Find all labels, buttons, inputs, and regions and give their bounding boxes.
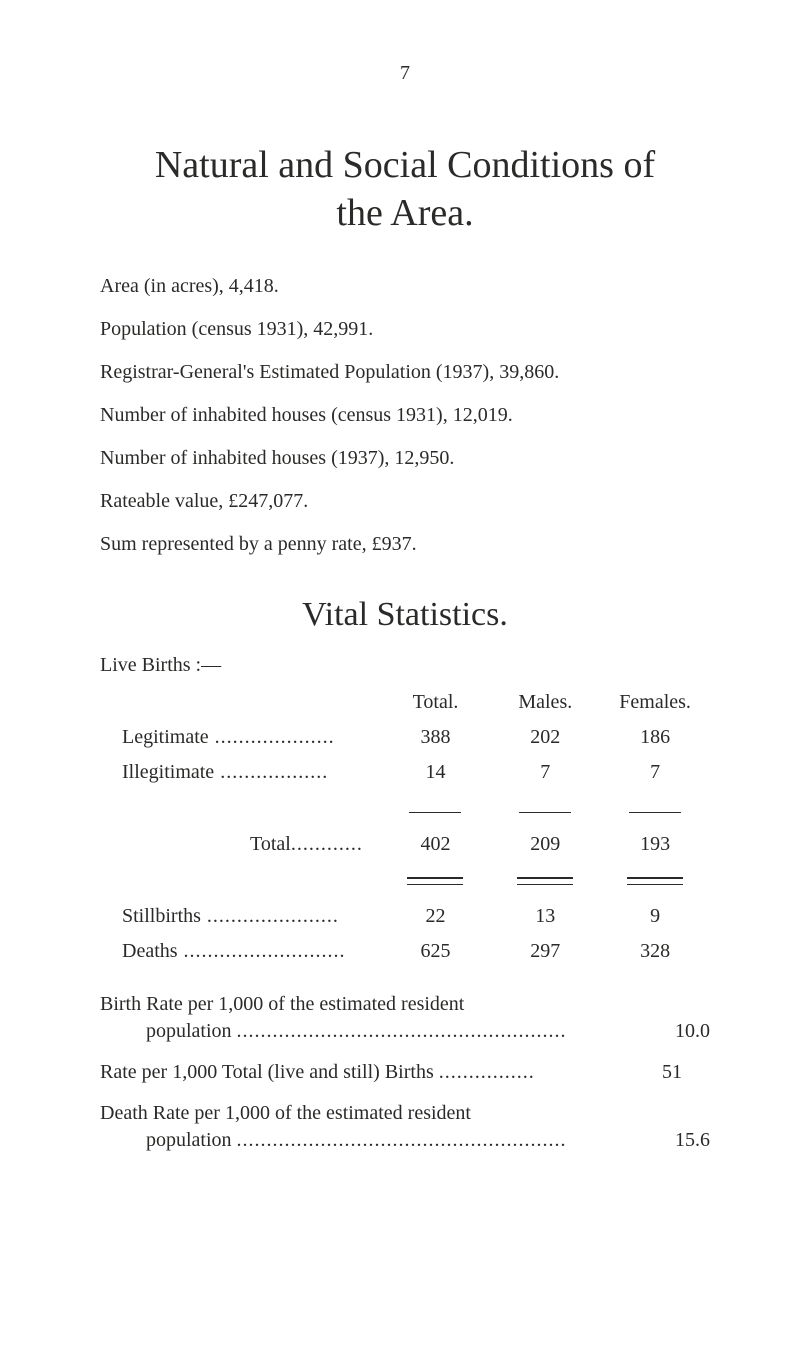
double-rule-icon — [517, 877, 573, 885]
header-total: Total. — [381, 685, 491, 720]
total-label: Total............ — [100, 827, 381, 862]
rule-icon — [519, 812, 571, 813]
double-rule-icon — [407, 877, 463, 885]
title-line-1: Natural and Social Conditions of — [155, 144, 655, 186]
deaths-females: 328 — [600, 934, 710, 969]
rule-row-1 — [100, 790, 710, 827]
rule-icon — [629, 812, 681, 813]
double-rule-icon — [627, 877, 683, 885]
row-deaths: Deaths ........................... 625 2… — [100, 934, 710, 969]
deaths-label: Deaths ........................... — [100, 940, 346, 962]
rule-icon — [409, 812, 461, 813]
birth-rate-line1: Birth Rate per 1,000 of the estimated re… — [100, 993, 464, 1015]
illegitimate-total: 14 — [381, 755, 491, 790]
inhabited-houses-1937: Number of inhabited houses (1937), 12,95… — [100, 445, 710, 472]
total-births-rate-value: 51 — [662, 1059, 682, 1086]
legitimate-total: 388 — [381, 720, 491, 755]
row-total: Total............ 402 209 193 — [100, 827, 710, 862]
table-header-row: Total. Males. Females. — [100, 685, 710, 720]
stillbirths-total: 22 — [381, 899, 491, 934]
page-title: Natural and Social Conditions of the Are… — [100, 142, 710, 237]
total-total: 402 — [381, 827, 491, 862]
live-births-label: Live Births :— — [100, 652, 710, 679]
header-males: Males. — [490, 685, 600, 720]
header-females: Females. — [600, 685, 710, 720]
death-rate-line1: Death Rate per 1,000 of the estimated re… — [100, 1102, 471, 1124]
stillbirths-label: Stillbirths ...................... — [100, 905, 339, 927]
stillbirths-males: 13 — [490, 899, 600, 934]
stillbirths-females: 9 — [600, 899, 710, 934]
legitimate-males: 202 — [490, 720, 600, 755]
inhabited-houses-1931: Number of inhabited houses (census 1931)… — [100, 402, 710, 429]
legitimate-females: 186 — [600, 720, 710, 755]
birth-rate-value: 10.0 — [675, 1018, 710, 1045]
birth-rate: Birth Rate per 1,000 of the estimated re… — [100, 991, 710, 1045]
rule-row-double — [100, 862, 710, 899]
death-rate-line2: population .............................… — [100, 1127, 710, 1154]
total-females: 193 — [600, 827, 710, 862]
deaths-total: 625 — [381, 934, 491, 969]
row-legitimate: Legitimate .................... 388 202 … — [100, 720, 710, 755]
registrar-general-population: Registrar-General's Estimated Population… — [100, 359, 710, 386]
rateable-value: Rateable value, £247,077. — [100, 488, 710, 515]
rates-block: Birth Rate per 1,000 of the estimated re… — [100, 991, 710, 1154]
page-number: 7 — [100, 60, 710, 87]
legitimate-label: Legitimate .................... — [100, 726, 335, 748]
title-line-2: the Area. — [336, 192, 473, 234]
vital-statistics-table: Total. Males. Females. Legitimate ......… — [100, 685, 710, 969]
area-acres: Area (in acres), 4,418. — [100, 273, 710, 300]
illegitimate-label: Illegitimate .................. — [100, 761, 328, 783]
row-stillbirths: Stillbirths ...................... 22 13… — [100, 899, 710, 934]
deaths-males: 297 — [490, 934, 600, 969]
population-census: Population (census 1931), 42,991. — [100, 316, 710, 343]
illegitimate-females: 7 — [600, 755, 710, 790]
total-births-rate: Rate per 1,000 Total (live and still) Bi… — [100, 1059, 710, 1086]
death-rate: Death Rate per 1,000 of the estimated re… — [100, 1100, 710, 1154]
birth-rate-line2: population .............................… — [100, 1018, 710, 1045]
penny-rate: Sum represented by a penny rate, £937. — [100, 531, 710, 558]
vital-statistics-title: Vital Statistics. — [100, 592, 710, 638]
illegitimate-males: 7 — [490, 755, 600, 790]
row-illegitimate: Illegitimate .................. 14 7 7 — [100, 755, 710, 790]
death-rate-value: 15.6 — [675, 1127, 710, 1154]
total-males: 209 — [490, 827, 600, 862]
